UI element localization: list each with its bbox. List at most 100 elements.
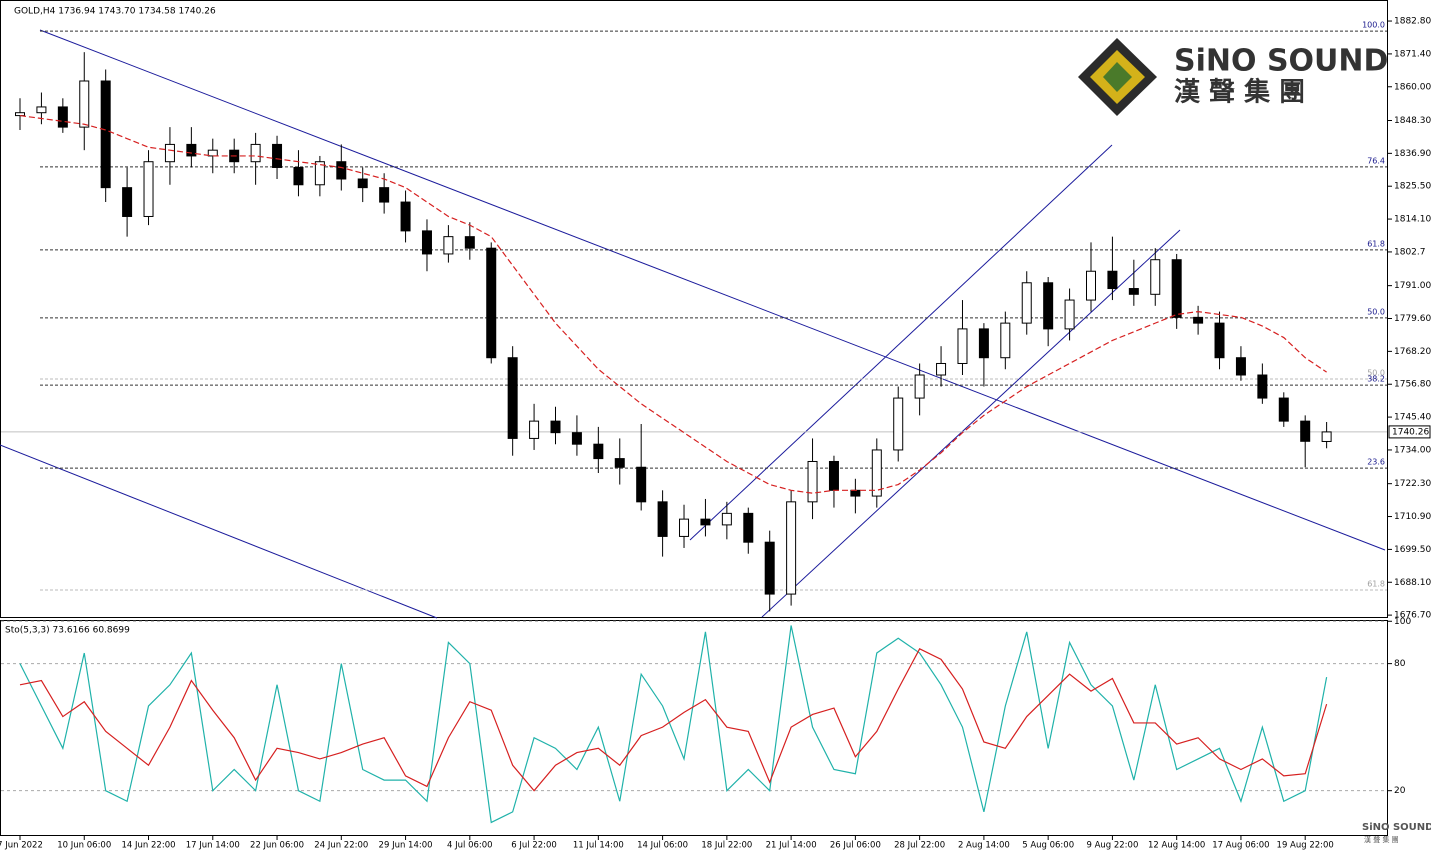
- trendline: [39, 29, 1386, 551]
- x-tick-label: 17 Jun 14:00: [186, 841, 240, 851]
- candle-body: [1086, 270, 1096, 301]
- y-tick-label: 1860.00: [1394, 82, 1431, 92]
- candle-body: [336, 161, 347, 180]
- y-tick-label: 1676.70: [1394, 611, 1431, 621]
- candle-body: [57, 106, 68, 128]
- candle-body: [314, 161, 325, 186]
- candle-body: [893, 397, 904, 451]
- candle-body: [186, 143, 197, 157]
- x-tick-label: 4 Jul 06:00: [447, 841, 493, 851]
- candle-body: [400, 201, 411, 232]
- candle-body: [571, 432, 582, 445]
- x-tick-label: 5 Aug 06:00: [1022, 841, 1074, 851]
- fib-label: 76.4: [1367, 156, 1385, 165]
- candle-body: [272, 143, 283, 168]
- main-frame: [0, 0, 1388, 618]
- fib-label: 61.8: [1367, 239, 1385, 248]
- candle-body: [443, 236, 454, 255]
- small-logo-text: SiNO SOUND: [1362, 822, 1431, 833]
- y-tick-label: 1871.40: [1394, 49, 1431, 59]
- y-tick-label: 1710.90: [1394, 512, 1431, 522]
- candle-body: [100, 80, 111, 189]
- candle-body: [1150, 259, 1161, 295]
- candle-body: [36, 106, 47, 114]
- y-tick-label: 1814.10: [1394, 215, 1431, 225]
- candle-body: [122, 187, 133, 217]
- y-tick-label: 1734.00: [1394, 445, 1431, 455]
- candle-body: [486, 247, 497, 359]
- candle-body: [250, 143, 261, 163]
- candle-body: [507, 357, 518, 439]
- channel-line: [761, 229, 1181, 618]
- trendlines: [0, 29, 1386, 619]
- candle-body: [743, 512, 754, 543]
- candle-body: [529, 420, 540, 439]
- oscillator-line: [19, 648, 1328, 792]
- x-tick-label: 9 Aug 22:00: [1086, 841, 1138, 851]
- x-tick-label: 11 Jul 14:00: [573, 841, 624, 851]
- candle-body: [1064, 299, 1075, 330]
- candle-body: [550, 420, 561, 434]
- fib-label: 50.0: [1367, 369, 1385, 378]
- candle-body: [1043, 282, 1054, 330]
- candle-body: [1235, 357, 1246, 376]
- y-tick-label: 1756.80: [1394, 380, 1431, 390]
- candle-body: [79, 80, 90, 128]
- candle-body: [593, 443, 604, 460]
- candle-body: [657, 501, 668, 537]
- y-tick-label: 1722.30: [1394, 479, 1431, 489]
- candle-body: [1278, 397, 1289, 422]
- x-tick-label: 21 Jul 14:00: [766, 841, 817, 851]
- x-tick-label: 19 Aug 22:00: [1277, 841, 1334, 851]
- x-tick-label: 6 Jul 22:00: [511, 841, 557, 851]
- x-tick-label: 10 Jun 06:00: [57, 841, 111, 851]
- y-tick-label: 80: [1394, 659, 1406, 669]
- candle-body: [1257, 374, 1268, 399]
- x-tick-label: 18 Jul 22:00: [701, 841, 752, 851]
- x-tick-label: 22 Jun 06:00: [250, 841, 304, 851]
- candle-body: [679, 518, 690, 537]
- candle-body: [293, 166, 304, 186]
- candle-body: [764, 541, 775, 595]
- candle-body: [978, 328, 989, 359]
- candle-body: [1171, 259, 1182, 318]
- fib-label: 23.6: [1367, 458, 1385, 467]
- y-tick-label: 20: [1394, 786, 1406, 796]
- candle-body: [1193, 316, 1204, 324]
- x-tick-label: 7 Jun 2022: [0, 841, 43, 851]
- candle-body: [807, 460, 818, 503]
- fib-label: 100.0: [1362, 21, 1385, 30]
- candle-body: [1000, 322, 1011, 359]
- candle-body: [700, 518, 711, 526]
- y-tick-label: 1745.40: [1394, 413, 1431, 423]
- oscillator-frame: [0, 620, 1388, 836]
- logo-text-zh: 漢 聲 集 團: [1174, 77, 1305, 108]
- candle-body: [464, 236, 475, 249]
- candle-body: [421, 230, 432, 255]
- y-tick-label: 1791.00: [1394, 281, 1431, 291]
- y-tick-label: 1882.80: [1394, 17, 1431, 27]
- y-tick-label: 1848.30: [1394, 116, 1431, 126]
- x-tick-label: 26 Jul 06:00: [830, 841, 881, 851]
- x-tick-label: 29 Jun 14:00: [379, 841, 433, 851]
- candle-body: [786, 501, 797, 595]
- chart-title: GOLD,H4 1736.94 1743.70 1734.58 1740.26: [14, 7, 216, 17]
- x-tick-label: 14 Jul 06:00: [637, 841, 688, 851]
- y-tick-label: 1688.10: [1394, 578, 1431, 588]
- candle-body: [850, 489, 861, 497]
- candle-body: [936, 362, 947, 376]
- last-price-label: 1740.26: [1392, 427, 1429, 437]
- candle-body: [143, 161, 154, 217]
- y-tick-label: 1802.7: [1394, 247, 1426, 257]
- y-tick-label: 1779.60: [1394, 314, 1431, 324]
- y-tick-label: 1768.20: [1394, 347, 1431, 357]
- candle-body: [914, 374, 925, 399]
- trendline: [0, 444, 438, 619]
- x-tick-label: 12 Aug 14:00: [1148, 841, 1205, 851]
- channel-line: [689, 144, 1113, 541]
- candle-body: [1321, 431, 1332, 442]
- y-tick-label: 1836.90: [1394, 149, 1431, 159]
- candle-body: [1300, 420, 1311, 442]
